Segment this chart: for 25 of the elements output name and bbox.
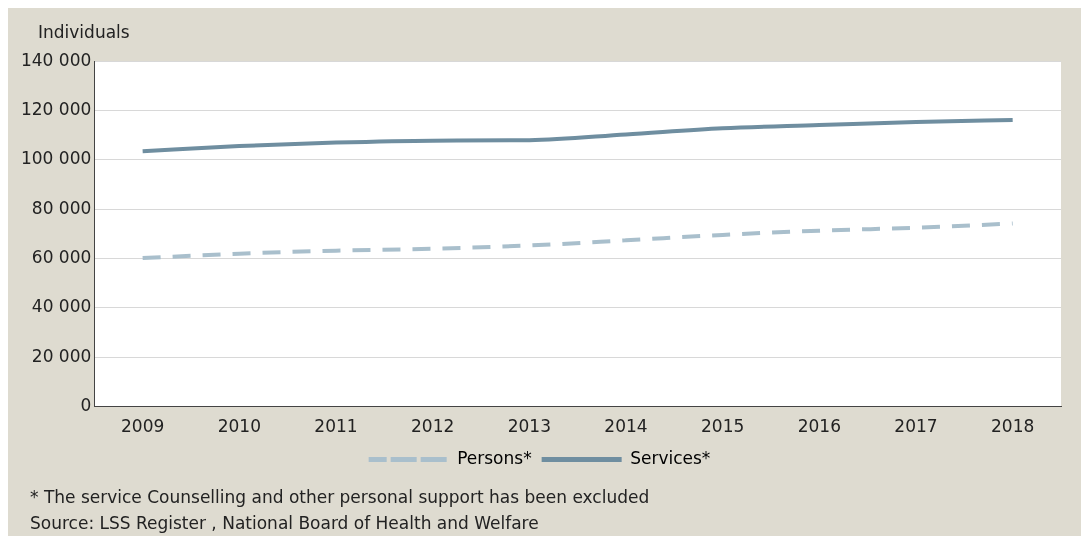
x-tick-label: 2009 [121, 416, 165, 437]
x-tick-label: 2015 [701, 416, 745, 437]
line-series [140, 221, 1015, 261]
y-tick-label: 0 [80, 395, 92, 416]
y-tick-label: 100 000 [20, 148, 92, 169]
line-series [140, 117, 1015, 154]
source-note: Source: LSS Register , National Board of Health and Welfare [30, 512, 540, 535]
x-tick-label: 2014 [604, 416, 648, 437]
y-tick-label: 40 000 [31, 296, 92, 317]
y-tick-label: 20 000 [31, 345, 92, 366]
x-tick-label: 2011 [314, 416, 358, 437]
y-axis-title: Individuals [38, 22, 130, 42]
x-tick-label: 2016 [797, 416, 841, 437]
x-tick-label: 2017 [894, 416, 938, 437]
y-tick-label: 140 000 [20, 49, 92, 70]
y-tick-label: 80 000 [31, 197, 92, 218]
text: * The service Counselling and other personal support has been excluded [30, 486, 650, 509]
x-tick-label: 2012 [411, 416, 455, 437]
x-tick-label: 2018 [991, 416, 1035, 437]
legend-label: Services* [630, 447, 711, 468]
legend-label: Persons* [457, 447, 532, 468]
y-tick-label: 120 000 [20, 98, 92, 119]
y-tick-label: 60 000 [31, 246, 92, 267]
x-tick-label: 2013 [507, 416, 551, 437]
x-tick-label: 2010 [217, 416, 261, 437]
